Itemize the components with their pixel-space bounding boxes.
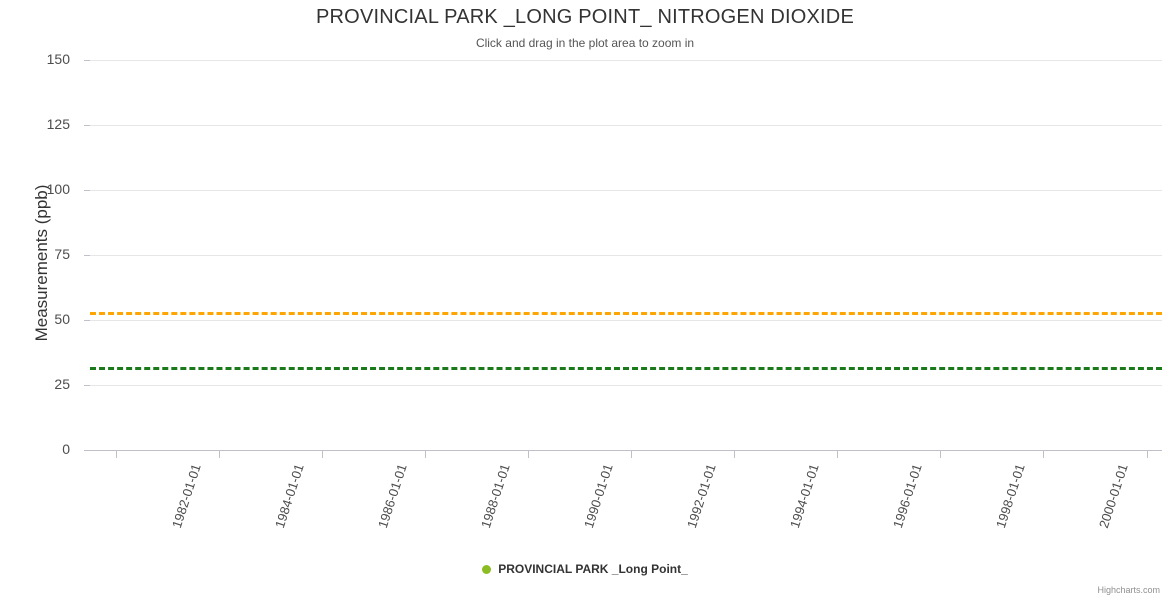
- x-axis-tick-label: 1996-01-01: [890, 462, 926, 530]
- y-axis-tick: [84, 385, 90, 386]
- x-axis-tick-label: 1992-01-01: [684, 462, 719, 530]
- chart-title: PROVINCIAL PARK _LONG POINT_ NITROGEN DI…: [316, 6, 854, 28]
- x-axis-tick-label: 1990-01-01: [581, 462, 616, 530]
- x-axis-tick: [940, 450, 942, 458]
- x-axis-tick-label: 1998-01-01: [993, 462, 1029, 530]
- gridline: [90, 190, 1162, 191]
- x-axis-tick: [734, 450, 736, 458]
- y-axis-tick-label: 100: [46, 181, 70, 197]
- x-axis-line: [90, 450, 1162, 451]
- lower-threshold-line: [90, 366, 1162, 370]
- y-axis-tick: [84, 255, 90, 256]
- x-axis-tick-label: 2000-01-01: [1096, 462, 1132, 530]
- plot-area[interactable]: [90, 60, 1162, 450]
- x-axis-tick: [1043, 450, 1045, 458]
- chart-legend[interactable]: PROVINCIAL PARK _Long Point_: [0, 562, 1170, 576]
- x-axis-tick: [528, 450, 530, 458]
- x-axis-tick: [218, 450, 220, 458]
- gridline: [90, 385, 1162, 386]
- y-axis-tick-label: 125: [46, 116, 70, 132]
- gridline: [90, 320, 1162, 321]
- y-axis-tick: [84, 450, 90, 451]
- x-axis-tick-label: 1994-01-01: [787, 462, 822, 530]
- highcharts-credits[interactable]: Highcharts.com: [1097, 585, 1160, 595]
- x-axis-tick-label: 1988-01-01: [477, 462, 513, 530]
- x-axis-tick-label: 1984-01-01: [271, 462, 307, 530]
- y-axis-tick-label: 150: [46, 51, 70, 67]
- x-axis-tick: [321, 450, 323, 458]
- y-axis-tick: [84, 320, 90, 321]
- x-axis-labels: 1982-01-01 1984-01-01 1986-01-01 1988-01-01…: [0, 450, 1170, 570]
- y-axis-tick: [84, 60, 90, 61]
- x-axis-tick: [1146, 450, 1148, 458]
- x-axis-tick: [631, 450, 633, 458]
- x-axis-tick: [115, 450, 117, 458]
- x-axis-tick: [837, 450, 839, 458]
- y-axis-tick: [84, 190, 90, 191]
- legend-item-label[interactable]: PROVINCIAL PARK _Long Point_: [498, 562, 688, 576]
- y-axis-tick: [84, 125, 90, 126]
- gridline: [90, 255, 1162, 256]
- gridline: [90, 60, 1162, 61]
- legend-marker-icon: [482, 564, 492, 574]
- y-axis-tick-label: 50: [54, 311, 70, 327]
- x-axis-tick: [425, 450, 426, 458]
- gridline: [90, 125, 1162, 126]
- y-axis-tick-label: 25: [54, 376, 70, 392]
- upper-threshold-line: [90, 312, 1162, 316]
- x-axis-tick-label: 1986-01-01: [374, 462, 410, 530]
- y-axis-tick-label: 75: [54, 246, 70, 262]
- y-axis-labels: 0 25 50 75 100 125 150: [0, 51, 1162, 457]
- x-axis-tick-label: 1982-01-01: [168, 462, 204, 530]
- chart-subtitle: Click and drag in the plot area to zoom …: [475, 36, 695, 50]
- y-axis-tick-label: 0: [62, 441, 70, 457]
